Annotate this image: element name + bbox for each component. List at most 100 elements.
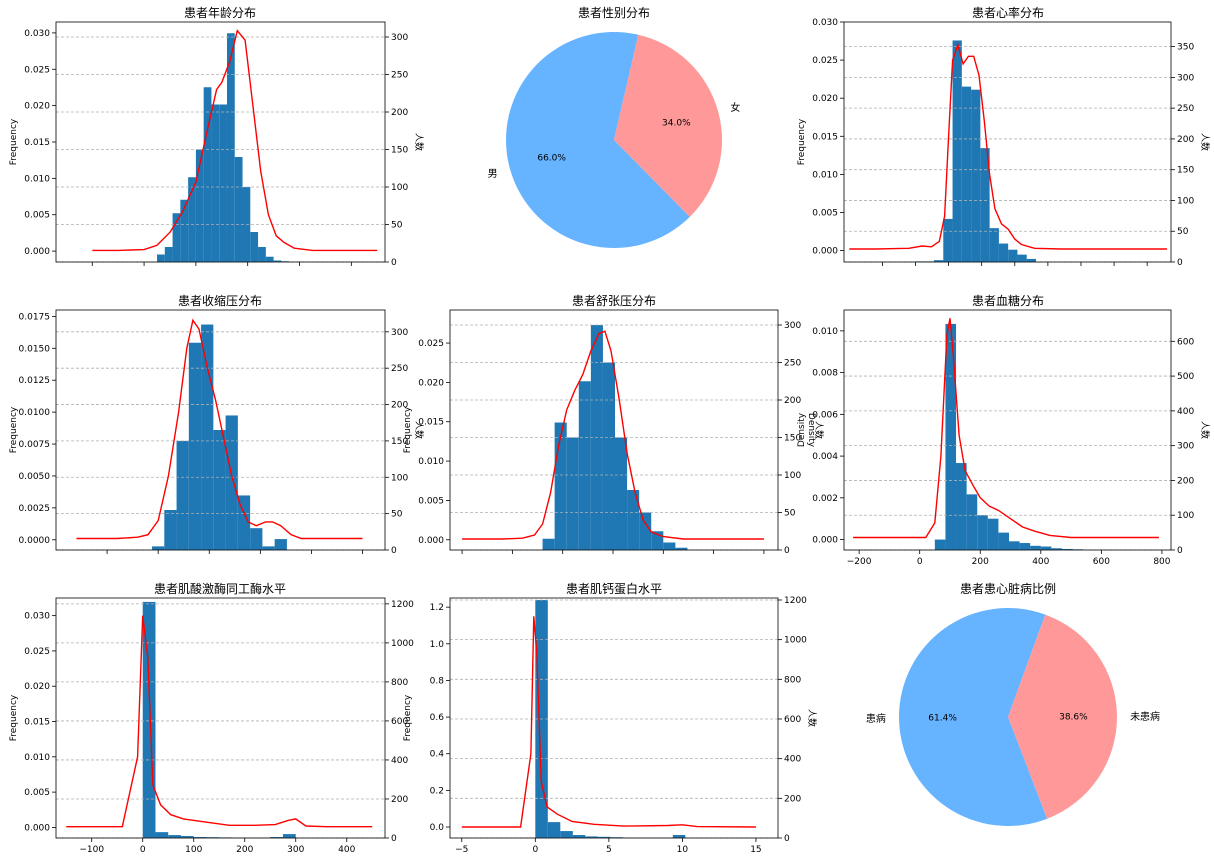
y2-tick-label: 300 — [1177, 73, 1194, 83]
y2-tick-label: 100 — [391, 473, 408, 483]
x-tick-label: 200 — [972, 557, 989, 567]
y-tick-label: 0.005 — [812, 208, 838, 218]
density-curve — [461, 616, 756, 828]
y-tick-label: 0.005 — [24, 211, 50, 221]
x-tick-label: 10 — [677, 845, 689, 855]
histogram-bar — [203, 87, 212, 262]
pie-slice — [899, 608, 1048, 826]
density-curve — [849, 42, 1167, 250]
histogram-bar — [201, 324, 214, 550]
y2-tick-label: 0 — [784, 546, 790, 556]
histogram-bar — [934, 539, 946, 550]
y2-axis-label: 人数 — [806, 709, 818, 727]
y2-axis-label: 人数 — [413, 133, 425, 151]
histogram-bar — [566, 437, 579, 550]
histogram-bar — [1030, 545, 1041, 550]
y-axis-label: Frequency — [797, 118, 807, 165]
histogram-bar — [155, 832, 169, 838]
panel-4: 患者收缩压分布 0.0000 0.0025 0.0050 0.0075 0.0100 0.0… — [9, 293, 425, 556]
y-tick-label: 0.000 — [418, 536, 444, 546]
x-tick-label: 0 — [917, 557, 923, 567]
y2-tick-label: 250 — [391, 364, 408, 374]
y-tick-label: 0.000 — [24, 247, 50, 257]
histogram-bar — [226, 33, 235, 262]
y-tick-label: 0.015 — [24, 138, 50, 148]
histogram-bar — [1062, 548, 1073, 550]
y-tick-label: 0.030 — [812, 18, 838, 28]
histogram-bar — [977, 515, 988, 550]
histogram-bar — [987, 518, 999, 550]
y2-tick-label: 200 — [1177, 476, 1194, 486]
histogram-bar — [980, 148, 990, 262]
panel-title: 患者收缩压分布 — [178, 293, 262, 308]
histogram-bar — [258, 247, 266, 262]
pie-category-label: 女 — [730, 101, 740, 114]
histogram-bar — [639, 512, 652, 550]
y2-tick-label: 0 — [784, 834, 790, 844]
histogram-bar — [663, 542, 676, 550]
y2-tick-label: 800 — [784, 675, 801, 685]
histogram-bar — [675, 547, 688, 550]
histogram-bar — [188, 177, 196, 262]
density-curve — [462, 330, 764, 540]
y2-tick-label: 350 — [1177, 43, 1194, 53]
y2-tick-label: 400 — [391, 756, 408, 766]
y-tick-label: 0.0050 — [19, 472, 51, 482]
histogram-bar — [998, 532, 1010, 550]
histogram-bar — [211, 104, 220, 262]
y-tick-label: 0.0025 — [19, 504, 51, 514]
histogram-bar — [188, 342, 202, 550]
histogram-bar — [168, 835, 181, 838]
plot-frame — [55, 597, 386, 839]
histogram-bar — [234, 157, 243, 262]
density-curve — [853, 318, 1159, 539]
y-tick-label: 0.005 — [24, 788, 50, 798]
y2-axis-label: 人数 — [413, 421, 425, 439]
density-curve — [76, 318, 363, 540]
histogram-bar — [262, 546, 275, 550]
y-tick-label: 0.030 — [24, 29, 50, 39]
plot-frame — [55, 309, 386, 551]
histogram-bar — [585, 836, 598, 838]
x-tick-label: 100 — [185, 845, 202, 855]
y2-tick-label: 100 — [1177, 511, 1194, 521]
y-tick-label: 0.025 — [24, 65, 50, 75]
histogram-bar — [152, 546, 165, 550]
histogram-bar — [164, 247, 173, 262]
y2-tick-label: 150 — [1177, 166, 1194, 176]
x-tick-label: −100 — [79, 845, 104, 855]
histogram-bar — [971, 89, 981, 262]
histogram-bar — [1040, 546, 1052, 550]
x-tick-label: 5 — [606, 845, 612, 855]
y-axis-label: Frequency — [403, 406, 413, 453]
histogram-bar — [961, 86, 972, 262]
y2-tick-label: 50 — [784, 509, 796, 519]
pie-category-label: 男 — [488, 168, 498, 180]
x-tick-label: 300 — [287, 845, 304, 855]
histogram-bar — [1017, 254, 1027, 262]
histogram-bar — [172, 213, 181, 262]
y2-tick-label: 200 — [391, 108, 408, 118]
y-tick-label: 0.002 — [812, 494, 838, 504]
y2-tick-label: 100 — [1177, 196, 1194, 206]
y2-tick-label: 250 — [784, 359, 801, 369]
y-tick-label: 0.008 — [812, 369, 838, 379]
histogram-bar — [180, 836, 194, 838]
panel-title: 患者舒张压分布 — [572, 294, 656, 308]
pie-percent-label: 61.4% — [928, 714, 957, 724]
y2-tick-label: 1200 — [391, 600, 414, 610]
histogram-bar — [213, 430, 226, 550]
y-axis-label: Density — [797, 412, 807, 447]
histogram-bar — [572, 835, 586, 838]
x-tick-label: 800 — [1153, 557, 1170, 567]
x-tick-label: −5 — [455, 845, 468, 855]
pie-category-label: 患病 — [866, 712, 886, 725]
pie-percent-label: 66.0% — [537, 154, 566, 164]
y-tick-label: 0.0150 — [19, 344, 51, 354]
y-tick-label: 0.4 — [430, 750, 445, 760]
y2-tick-label: 800 — [391, 678, 408, 688]
panel-title: 患者肌酸激酶同工酶水平 — [154, 581, 286, 596]
y-tick-label: 0.025 — [24, 647, 50, 657]
panel-title: 患者年龄分布 — [184, 6, 256, 20]
histogram-bar — [945, 323, 957, 550]
